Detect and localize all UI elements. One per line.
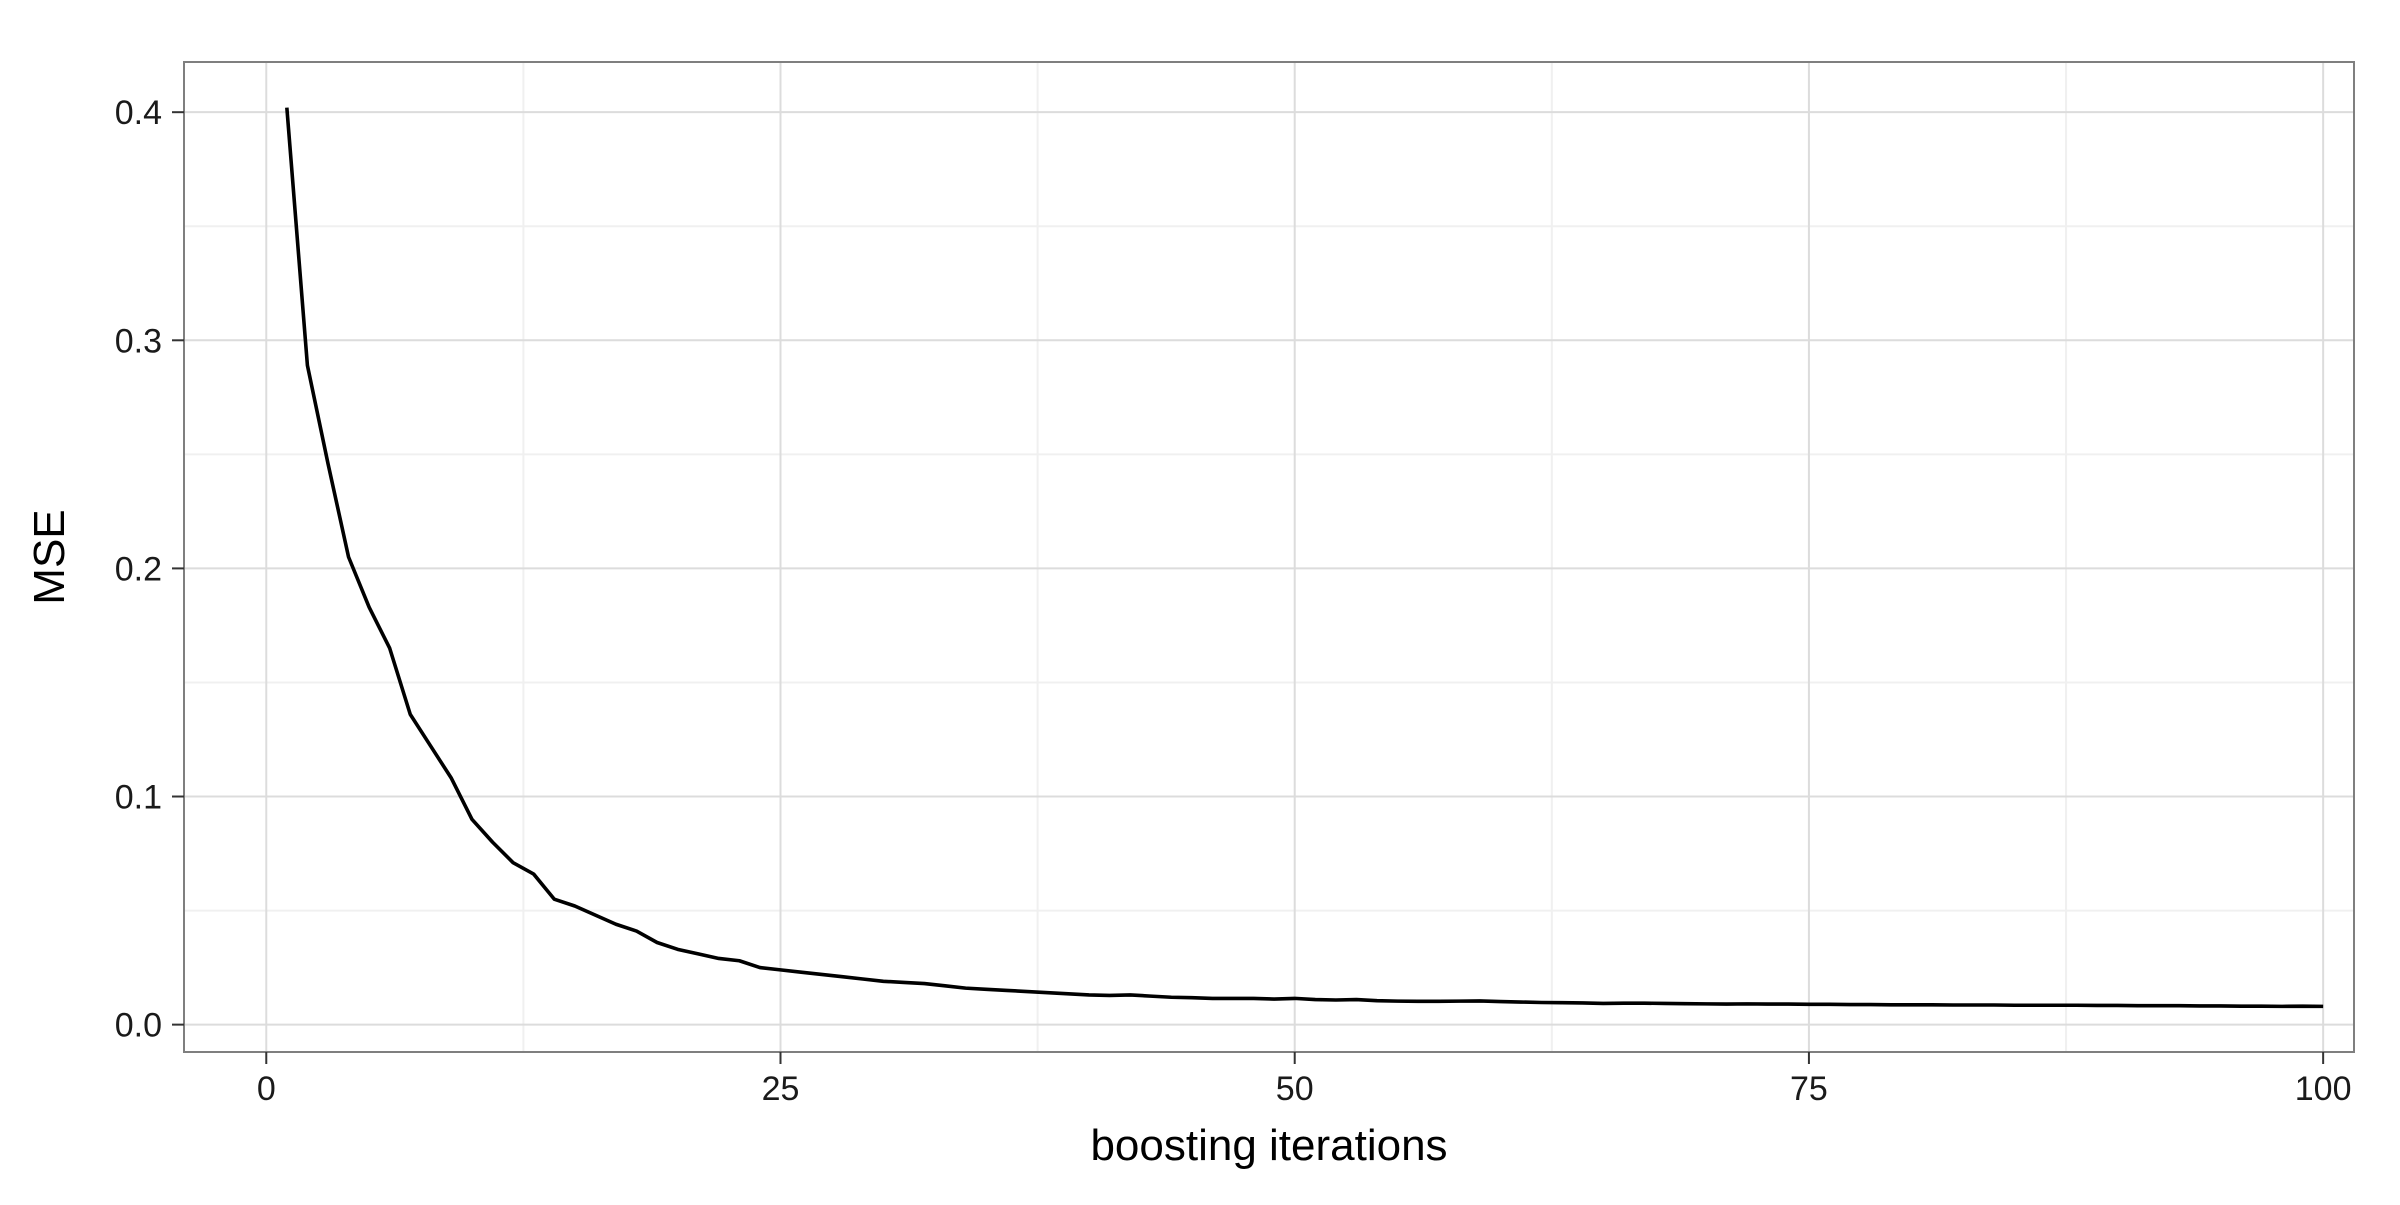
- y-tick-label: 0.3: [115, 322, 162, 360]
- series-line-mse: [285, 107, 2324, 1009]
- y-tick-label: 0.1: [115, 779, 162, 817]
- x-tick-label: 25: [762, 1070, 800, 1108]
- plot-panel-border: [183, 61, 2355, 1053]
- x-tick-label: 100: [2295, 1070, 2352, 1108]
- minor-grid: [184, 62, 2354, 1052]
- x-axis-title: boosting iterations: [1090, 1121, 1447, 1170]
- y-axis: 0.0 0.1 0.2 0.3 0.4: [115, 94, 184, 1045]
- x-axis: 0 25 50 75 100: [257, 1052, 2352, 1108]
- y-tick-label: 0.0: [115, 1007, 162, 1045]
- major-grid: [184, 62, 2354, 1052]
- x-tick-label: 75: [1790, 1070, 1828, 1108]
- x-tick-label: 0: [257, 1070, 276, 1108]
- x-tick-label: 50: [1276, 1070, 1314, 1108]
- plot-panel: [184, 62, 2354, 1052]
- y-axis-title: MSE: [25, 509, 74, 604]
- y-tick-label: 0.2: [115, 550, 162, 588]
- y-tick-label: 0.4: [115, 94, 162, 132]
